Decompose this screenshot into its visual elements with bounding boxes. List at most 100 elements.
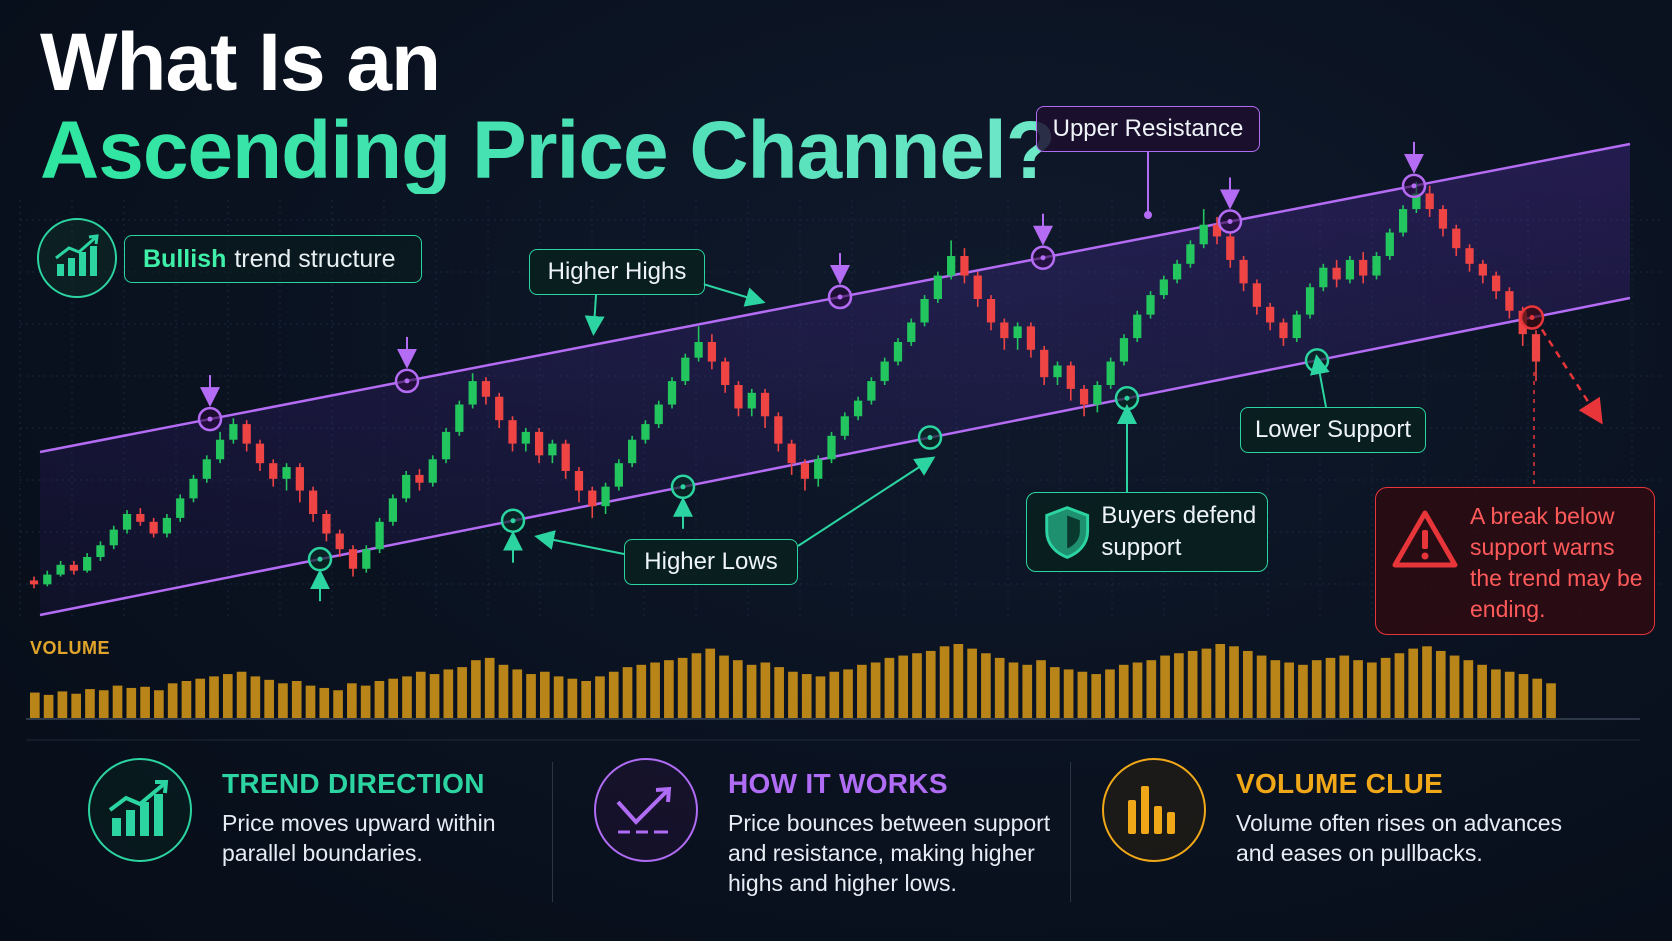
volume-bar <box>815 676 826 718</box>
candle <box>973 271 982 307</box>
higher-lows-connector-left <box>534 530 625 555</box>
breakdown-warning-text: A break below support warns the trend ma… <box>1470 503 1643 622</box>
candle-body <box>800 463 810 479</box>
candle <box>468 373 477 409</box>
candle-body <box>255 443 265 464</box>
candle <box>375 517 384 554</box>
volume-bar <box>1449 655 1460 718</box>
candle-body <box>1398 209 1408 233</box>
candle <box>229 418 238 444</box>
candle <box>654 400 663 428</box>
candle-body <box>1345 259 1355 280</box>
candle-body <box>1319 267 1328 288</box>
candle-body <box>588 490 597 507</box>
candle <box>1172 259 1182 284</box>
candle-body <box>1146 295 1155 315</box>
candle <box>335 529 344 557</box>
candle-body <box>1505 291 1514 311</box>
volume-bar <box>498 664 509 718</box>
candle-body <box>867 381 876 401</box>
candle-body <box>176 498 185 518</box>
candle <box>215 431 225 464</box>
candle-body <box>362 549 371 569</box>
candle <box>1040 345 1049 385</box>
channel-band <box>40 144 1630 615</box>
candle <box>69 560 78 575</box>
candle <box>1345 256 1355 284</box>
candle <box>1106 357 1115 389</box>
candle <box>362 545 371 573</box>
candle <box>893 338 903 366</box>
candle-body <box>1425 193 1434 210</box>
candle-body <box>614 463 623 487</box>
volume-bar <box>1325 657 1336 718</box>
volume-bar <box>360 685 371 718</box>
volume-bar <box>264 679 274 718</box>
candle <box>1252 279 1261 315</box>
candle <box>162 514 172 538</box>
candle-body <box>1159 279 1168 296</box>
candle <box>747 388 756 417</box>
candle-body <box>388 498 398 522</box>
candle-body <box>667 381 677 405</box>
volume-bar <box>898 655 909 718</box>
candle-body <box>893 342 903 362</box>
volume-bar <box>278 683 288 718</box>
trend-direction-line1: Price moves upward within <box>222 810 496 836</box>
candle-body <box>628 439 637 464</box>
lower-support-connector <box>1309 354 1330 408</box>
volume-bar <box>347 683 357 718</box>
candle-body <box>1066 365 1075 389</box>
candle <box>441 428 451 464</box>
candle <box>202 455 211 483</box>
candle-body <box>574 471 584 491</box>
candle-body <box>202 459 211 479</box>
candle-body <box>1332 267 1341 280</box>
candle <box>1372 252 1381 280</box>
candle-body <box>269 463 278 479</box>
candle-body <box>787 443 796 464</box>
volume-bar <box>1504 671 1515 718</box>
volume-bar <box>43 694 54 718</box>
candle <box>415 469 424 491</box>
candle-body <box>29 580 39 585</box>
volume-bar <box>484 657 495 718</box>
volume-bar <box>1242 650 1253 718</box>
candle <box>1438 205 1448 237</box>
candle <box>1199 209 1208 249</box>
candle <box>827 431 836 464</box>
candle <box>574 467 584 503</box>
volume-clue-line2: and eases on pullbacks. <box>1236 840 1483 866</box>
volume-bar <box>429 674 440 718</box>
candle-body <box>654 404 663 425</box>
volume-bar <box>746 664 757 718</box>
volume-bar <box>333 690 343 718</box>
annotation-connectors <box>534 152 1330 555</box>
candle-body <box>162 517 172 534</box>
resistance-touch-dot <box>1040 255 1046 261</box>
candle-body <box>760 392 770 417</box>
candle <box>295 463 304 503</box>
higher-highs-label: Higher Highs <box>529 249 705 295</box>
candle-body <box>907 322 916 342</box>
candle <box>588 486 597 518</box>
candle <box>1133 310 1142 342</box>
volume-bar <box>553 676 564 718</box>
how-it-works-body: Price bounces between support and resist… <box>728 808 1050 898</box>
candle <box>1000 318 1009 350</box>
candle <box>428 455 437 487</box>
candle-body <box>1199 224 1208 245</box>
candle-body <box>428 459 437 483</box>
candle <box>947 240 956 280</box>
volume-bar <box>540 671 550 718</box>
candle <box>548 439 557 464</box>
volume-bar <box>774 667 784 718</box>
bullish-badge-text: trend structure <box>234 244 396 273</box>
candle-body <box>322 514 331 534</box>
volume-bar <box>195 678 206 718</box>
candle <box>1478 259 1487 284</box>
candle-body <box>933 275 942 299</box>
candle <box>309 486 318 522</box>
candle <box>282 463 291 491</box>
candle <box>242 420 251 452</box>
